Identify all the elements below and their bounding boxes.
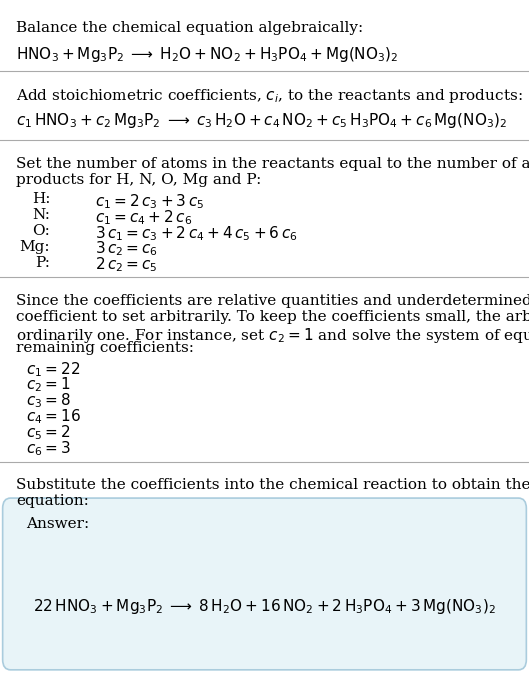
Text: $\mathrm{HNO_3 + Mg_3P_2 \;\longrightarrow\; H_2O + NO_2 + H_3PO_4 + Mg(NO_3)_2}: $\mathrm{HNO_3 + Mg_3P_2 \;\longrightarr…: [16, 45, 398, 64]
Text: Mg:: Mg:: [20, 240, 50, 254]
Text: $c_1 = 22$: $c_1 = 22$: [26, 360, 80, 379]
Text: O:: O:: [32, 224, 50, 238]
Text: Balance the chemical equation algebraically:: Balance the chemical equation algebraica…: [16, 21, 363, 34]
Text: Add stoichiometric coefficients, $c_i$, to the reactants and products:: Add stoichiometric coefficients, $c_i$, …: [16, 87, 523, 105]
Text: $c_6 = 3$: $c_6 = 3$: [26, 439, 71, 458]
Text: equation:: equation:: [16, 494, 89, 508]
Text: $3\,c_1 = c_3 + 2\,c_4 + 4\,c_5 + 6\,c_6$: $3\,c_1 = c_3 + 2\,c_4 + 4\,c_5 + 6\,c_6…: [95, 224, 298, 243]
Text: ordinarily one. For instance, set $c_2 = 1$ and solve the system of equations fo: ordinarily one. For instance, set $c_2 =…: [16, 326, 529, 345]
Text: $c_1\,\mathrm{HNO_3} + c_2\,\mathrm{Mg_3P_2} \;\longrightarrow\; c_3\,\mathrm{H_: $c_1\,\mathrm{HNO_3} + c_2\,\mathrm{Mg_3…: [16, 111, 507, 131]
Text: $c_4 = 16$: $c_4 = 16$: [26, 407, 81, 426]
Text: $22\,\mathrm{HNO_3} + \mathrm{Mg_3P_2} \;\longrightarrow\; 8\,\mathrm{H_2O} + 16: $22\,\mathrm{HNO_3} + \mathrm{Mg_3P_2} \…: [33, 597, 496, 616]
Text: Set the number of atoms in the reactants equal to the number of atoms in the: Set the number of atoms in the reactants…: [16, 157, 529, 171]
Text: products for H, N, O, Mg and P:: products for H, N, O, Mg and P:: [16, 173, 261, 187]
Text: N:: N:: [32, 208, 50, 222]
FancyBboxPatch shape: [3, 498, 526, 670]
Text: P:: P:: [35, 256, 50, 269]
Text: remaining coefficients:: remaining coefficients:: [16, 341, 194, 355]
Text: $3\,c_2 = c_6$: $3\,c_2 = c_6$: [95, 240, 158, 258]
Text: $2\,c_2 = c_5$: $2\,c_2 = c_5$: [95, 256, 158, 274]
Text: $c_1 = 2\,c_3 + 3\,c_5$: $c_1 = 2\,c_3 + 3\,c_5$: [95, 192, 204, 211]
Text: $c_5 = 2$: $c_5 = 2$: [26, 423, 71, 442]
Text: Since the coefficients are relative quantities and underdetermined, choose a: Since the coefficients are relative quan…: [16, 294, 529, 308]
Text: H:: H:: [32, 192, 50, 206]
Text: $c_2 = 1$: $c_2 = 1$: [26, 376, 71, 394]
Text: coefficient to set arbitrarily. To keep the coefficients small, the arbitrary va: coefficient to set arbitrarily. To keep …: [16, 310, 529, 324]
Text: $c_3 = 8$: $c_3 = 8$: [26, 392, 71, 410]
Text: Substitute the coefficients into the chemical reaction to obtain the balanced: Substitute the coefficients into the che…: [16, 478, 529, 492]
Text: $c_1 = c_4 + 2\,c_6$: $c_1 = c_4 + 2\,c_6$: [95, 208, 193, 227]
Text: Answer:: Answer:: [26, 517, 90, 531]
